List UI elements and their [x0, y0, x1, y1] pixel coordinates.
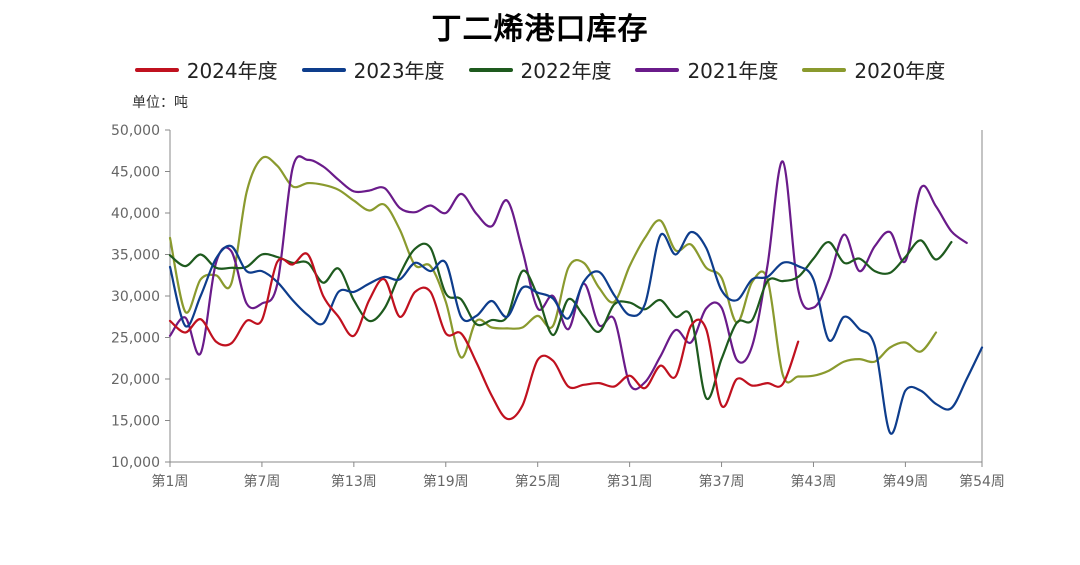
- legend-item-2023[interactable]: 2023年度: [301, 55, 445, 84]
- legend-item-2021[interactable]: 2021年度: [635, 55, 778, 84]
- y-tick-label: 30,000: [111, 289, 160, 305]
- x-tick-label: 第54周: [959, 473, 1005, 490]
- x-tick-label: 第37周: [699, 473, 745, 490]
- y-tick-label: 45,000: [111, 165, 160, 181]
- x-tick-label: 第7周: [243, 473, 280, 490]
- series-line-2023年度: [168, 230, 984, 435]
- x-tick-label: 第19周: [423, 473, 469, 490]
- legend: 2024年度 2023年度 2022年度 2021年度 2020年度: [0, 55, 1080, 84]
- y-tick-label: 50,000: [111, 123, 160, 139]
- series-line-2020年度: [168, 155, 938, 384]
- chart-title: 丁二烯港口库存: [431, 12, 649, 47]
- legend-swatch-2021: [635, 67, 680, 72]
- x-tick-label: 第43周: [791, 473, 837, 490]
- y-tick-label: 20,000: [111, 372, 160, 388]
- legend-swatch-2020: [802, 67, 847, 72]
- legend-label-2023: 2023年度: [353, 59, 445, 83]
- series-line-2024年度: [168, 252, 800, 421]
- y-tick-label: 40,000: [111, 206, 160, 222]
- legend-swatch-2022: [468, 67, 513, 72]
- legend-item-2024[interactable]: 2024年度: [134, 55, 278, 84]
- y-tick-label: 15,000: [111, 414, 160, 430]
- legend-label-2021: 2021年度: [687, 59, 779, 83]
- legend-swatch-2024: [134, 67, 179, 72]
- legend-item-2022[interactable]: 2022年度: [468, 55, 612, 84]
- x-tick-label: 第1周: [152, 473, 189, 490]
- series-line-2021年度: [168, 155, 968, 391]
- series-line-2022年度: [168, 239, 953, 401]
- y-tick-label: 25,000: [111, 331, 160, 347]
- legend-label-2020: 2020年度: [854, 59, 946, 83]
- legend-label-2024: 2024年度: [186, 59, 278, 83]
- x-tick-label: 第31周: [607, 473, 653, 490]
- legend-item-2020[interactable]: 2020年度: [802, 55, 945, 84]
- legend-swatch-2023: [301, 67, 346, 72]
- x-tick-label: 第49周: [882, 473, 928, 490]
- y-tick-label: 35,000: [111, 248, 160, 264]
- unit-label: 单位：吨: [132, 95, 188, 111]
- x-tick-label: 第13周: [331, 473, 377, 490]
- y-tick-label: 10,000: [111, 455, 160, 471]
- x-tick-label: 第25周: [515, 473, 561, 490]
- legend-label-2022: 2022年度: [520, 59, 612, 83]
